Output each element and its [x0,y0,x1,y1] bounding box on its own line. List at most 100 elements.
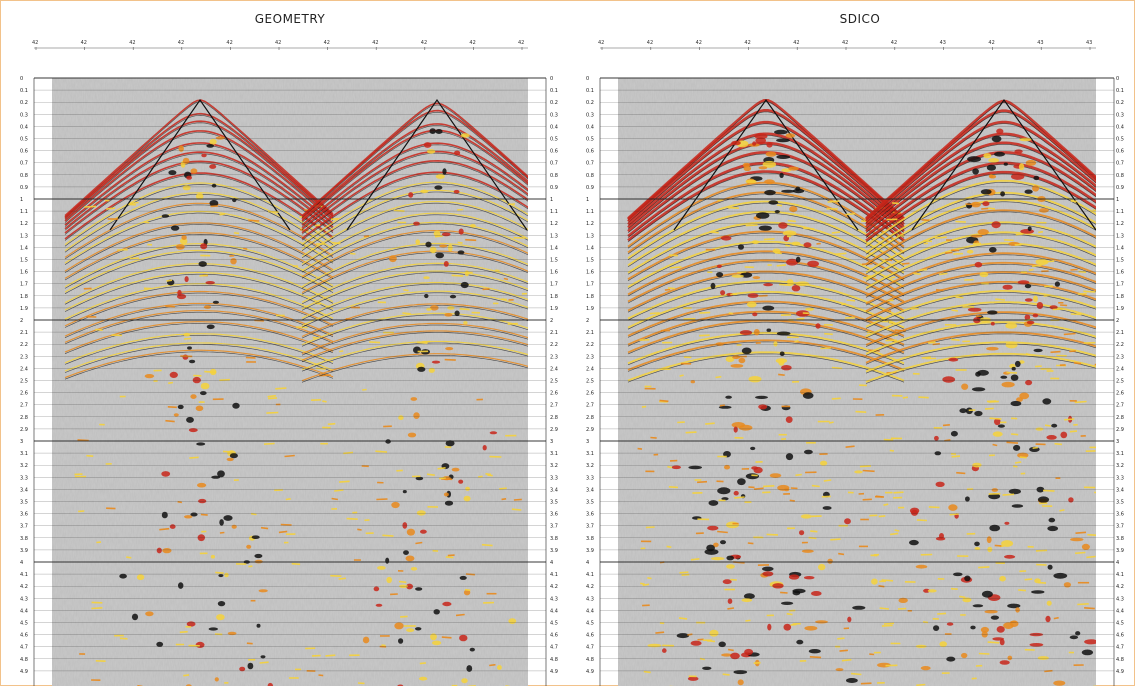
amplitude-dash [1013,465,1018,468]
amplitude-blob [254,553,263,559]
first-break-cone [346,98,528,231]
reflection-event [301,330,528,361]
amplitude-dash [918,396,929,399]
amplitude-dash [1109,490,1114,491]
amplitude-blob [966,249,974,254]
amplitude-blob [961,383,969,390]
amplitude-blob [999,660,1010,665]
amplitude-blob [807,260,819,267]
time-tick-label-right: 4.1 [1116,572,1124,578]
amplitude-blob [1060,431,1068,439]
amplitude-dash [275,387,287,390]
time-tick-label-right: 3 [1116,439,1119,445]
reflection-event [64,120,334,220]
amplitude-blob [161,511,168,519]
amplitude-blob [779,172,784,178]
amplitude-blob [169,371,178,378]
amplitude-blob [426,307,432,311]
amplitude-blob [1063,582,1071,588]
amplitude-blob [803,242,812,248]
amplitude-dash [1103,468,1110,469]
reflection-wiggle [865,313,1096,347]
reflection-event [627,339,905,371]
reflection-wiggle [627,321,905,355]
amplitude-dash [403,289,409,292]
time-tick-label-left: 2.3 [20,354,28,360]
amplitude-blob [983,153,992,159]
amplitude-blob [948,357,959,362]
time-tick-label-left: 4.3 [586,596,594,602]
time-tick-label-right: 0.5 [550,137,558,143]
time-tick-label-right: 4.7 [1116,645,1124,651]
amplitude-dash [284,454,295,458]
amplitude-blob [1075,631,1081,636]
amplitude-dash [885,258,893,262]
amplitude-blob [773,341,778,347]
amplitude-blob [731,140,741,146]
time-tick-label-left: 1.6 [586,270,594,276]
amplitude-blob [1024,189,1033,194]
reflection-event [301,340,528,371]
time-tick-label-left: 2.2 [20,342,28,348]
amplitude-blob [1042,398,1052,405]
time-tick-label-right: 4.5 [1116,621,1124,627]
amplitude-blob [967,156,982,163]
amplitude-dash [327,422,336,426]
time-tick-label-left: 0.2 [20,100,28,106]
amplitude-dash [722,673,730,676]
amplitude-dash [1063,332,1076,336]
amplitude-blob [965,496,970,502]
reflection-wiggle [865,223,1096,275]
amplitude-dash [189,456,199,459]
amplitude-dash [529,299,538,300]
reflection-event [64,182,334,246]
time-tick-label-right: 3.6 [550,512,558,518]
amplitude-dash [234,232,240,235]
reflection-event [301,212,528,265]
amplitude-blob [1017,280,1030,285]
amplitude-dash [839,649,848,652]
time-tick-label-right: 1 [550,197,553,203]
amplitude-blob [470,224,476,228]
reflection-event [301,142,528,226]
reflection-wiggle [64,204,334,260]
amplitude-dash [894,529,900,532]
time-tick-label-left: 4.9 [586,669,594,675]
amplitude-dash [1124,543,1134,544]
amplitude-dash [1069,350,1076,353]
amplitude-blob [989,174,997,179]
reflection-wiggle [627,223,905,275]
top-axis-tick-label: 42 [469,40,476,46]
amplitude-dash [655,631,665,634]
amplitude-dash [1105,533,1115,534]
time-tick-label-right: 3.1 [1116,451,1124,457]
time-tick-label-right: 2.5 [550,379,558,385]
reflection-wiggle [64,273,334,312]
amplitude-dash [642,583,650,587]
amplitude-blob [742,162,750,168]
amplitude-dash [330,217,339,221]
amplitude-dash [650,436,657,439]
time-tick-label-right: 1.7 [1116,282,1124,288]
amplitude-blob [687,676,699,681]
time-tick-label-left: 3.7 [586,524,594,530]
amplitude-dash [927,341,936,344]
amplitude-dash [995,298,1005,301]
time-tick-label-left: 0.5 [20,137,28,143]
amplitude-blob [974,261,983,268]
amplitude-blob [981,590,993,598]
amplitude-blob [980,189,992,195]
amplitude-blob [168,170,177,176]
amplitude-blob [424,293,429,299]
amplitude-blob [232,402,240,409]
amplitude-blob [974,547,981,550]
amplitude-blob [375,603,383,607]
amplitude-dash [1087,533,1096,537]
time-tick-label-left: 2 [20,318,23,324]
amplitude-blob [247,662,254,670]
amplitude-blob [754,133,768,140]
amplitude-blob [733,490,739,496]
amplitude-blob [415,239,421,245]
amplitude-blob [1049,305,1058,310]
amplitude-blob [119,573,127,579]
